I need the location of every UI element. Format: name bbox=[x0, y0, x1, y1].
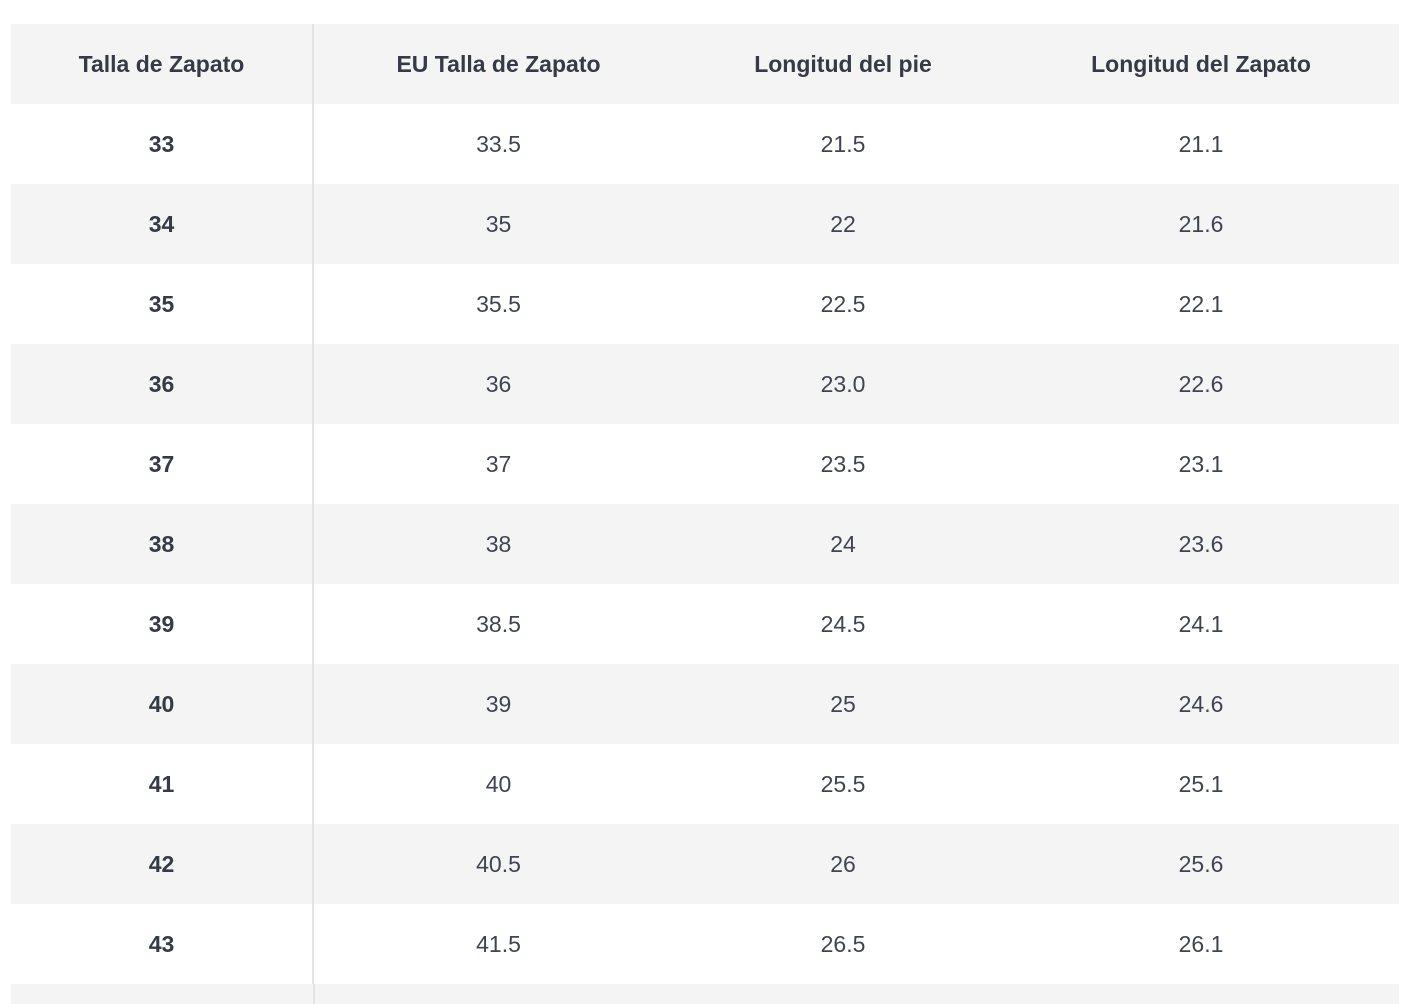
cell-foot-length: 24.5 bbox=[820, 610, 866, 637]
cell-shoe-length: 21.1 bbox=[1178, 130, 1224, 157]
header-shoe-length: Longitud del Zapato bbox=[1091, 50, 1311, 77]
cell-foot-length: 23.0 bbox=[820, 370, 866, 397]
table-row: 40 39 25 24.6 bbox=[11, 664, 1399, 744]
table-row: 38 38 24 23.6 bbox=[11, 504, 1399, 584]
cell-shoe-size: 41 bbox=[11, 744, 314, 824]
cell-shoe-length: 23.1 bbox=[1178, 450, 1224, 477]
table-row-partial bbox=[11, 984, 1399, 1004]
cell-shoe-size: 36 bbox=[11, 344, 314, 424]
cell-foot-length: 25 bbox=[830, 690, 856, 717]
table-header: Talla de Zapato EU Talla de Zapato Longi… bbox=[11, 24, 1399, 104]
table-row: 33 33.5 21.5 21.1 bbox=[11, 104, 1399, 184]
header-shoe-size: Talla de Zapato bbox=[11, 24, 314, 104]
table-row: 37 37 23.5 23.1 bbox=[11, 424, 1399, 504]
table-row: 42 40.5 26 25.6 bbox=[11, 824, 1399, 904]
cell-shoe-size: 37 bbox=[11, 424, 314, 504]
table-body: 33 33.5 21.5 21.1 34 35 22 21.6 35 35.5 … bbox=[11, 104, 1399, 984]
cell-shoe-size: 43 bbox=[11, 904, 314, 984]
size-chart-table-container: Talla de Zapato EU Talla de Zapato Longi… bbox=[11, 24, 1399, 984]
cell-shoe-size: 38 bbox=[11, 504, 314, 584]
table-row: 35 35.5 22.5 22.1 bbox=[11, 264, 1399, 344]
cell-eu-shoe-size: 40 bbox=[485, 770, 512, 797]
cell-eu-shoe-size: 38.5 bbox=[476, 610, 521, 637]
cell-eu-shoe-size: 33.5 bbox=[476, 130, 521, 157]
table-row: 34 35 22 21.6 bbox=[11, 184, 1399, 264]
cell-foot-length: 23.5 bbox=[820, 450, 866, 477]
cell-shoe-length: 22.1 bbox=[1178, 290, 1224, 317]
table-row: 41 40 25.5 25.1 bbox=[11, 744, 1399, 824]
cell-eu-shoe-size: 35.5 bbox=[476, 290, 521, 317]
cell-foot-length: 21.5 bbox=[820, 130, 866, 157]
cell-foot-length: 26 bbox=[830, 850, 856, 877]
cell-shoe-length: 23.6 bbox=[1178, 530, 1224, 557]
cell-shoe-size: 35 bbox=[11, 264, 314, 344]
cell-shoe-size: 39 bbox=[11, 584, 314, 664]
size-chart-table: Talla de Zapato EU Talla de Zapato Longi… bbox=[11, 24, 1399, 984]
cell-eu-shoe-size: 35 bbox=[485, 210, 512, 237]
cell-shoe-length: 21.6 bbox=[1178, 210, 1224, 237]
cell-eu-shoe-size: 38 bbox=[485, 530, 512, 557]
table-row: 43 41.5 26.5 26.1 bbox=[11, 904, 1399, 984]
cell-shoe-size: 33 bbox=[11, 104, 314, 184]
cell-shoe-length: 25.6 bbox=[1178, 850, 1224, 877]
cell-foot-length: 22 bbox=[830, 210, 856, 237]
cell-eu-shoe-size: 36 bbox=[485, 370, 512, 397]
cell-eu-shoe-size: 37 bbox=[485, 450, 512, 477]
cell-shoe-size: 40 bbox=[11, 664, 314, 744]
cell-shoe-size: 34 bbox=[11, 184, 314, 264]
table-row: 39 38.5 24.5 24.1 bbox=[11, 584, 1399, 664]
table-row: 36 36 23.0 22.6 bbox=[11, 344, 1399, 424]
column-divider bbox=[313, 984, 315, 1004]
cell-foot-length: 26.5 bbox=[820, 930, 866, 957]
cell-shoe-length: 22.6 bbox=[1178, 370, 1224, 397]
cell-shoe-length: 25.1 bbox=[1178, 770, 1224, 797]
header-eu-shoe-size: EU Talla de Zapato bbox=[396, 50, 601, 77]
cell-eu-shoe-size: 41.5 bbox=[476, 930, 521, 957]
cell-foot-length: 22.5 bbox=[820, 290, 866, 317]
cell-foot-length: 24 bbox=[830, 530, 856, 557]
cell-shoe-length: 24.1 bbox=[1178, 610, 1224, 637]
cell-eu-shoe-size: 40.5 bbox=[476, 850, 521, 877]
header-row: Talla de Zapato EU Talla de Zapato Longi… bbox=[11, 24, 1399, 104]
header-foot-length: Longitud del pie bbox=[754, 50, 932, 77]
cell-shoe-size: 42 bbox=[11, 824, 314, 904]
cell-shoe-length: 26.1 bbox=[1178, 930, 1224, 957]
cell-shoe-length: 24.6 bbox=[1178, 690, 1224, 717]
cell-eu-shoe-size: 39 bbox=[485, 690, 512, 717]
cell-foot-length: 25.5 bbox=[820, 770, 866, 797]
